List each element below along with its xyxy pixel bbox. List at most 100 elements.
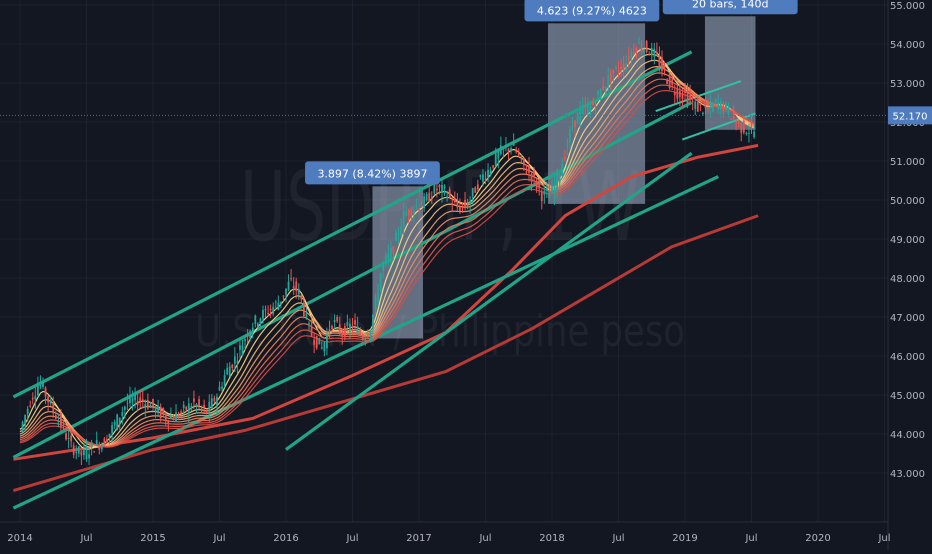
candle-body xyxy=(39,381,42,387)
trend-line xyxy=(285,151,693,451)
candle-body xyxy=(615,66,617,68)
candle-body xyxy=(65,433,67,440)
candle-body xyxy=(584,105,587,107)
candle-body xyxy=(707,107,709,109)
candle-body xyxy=(581,104,584,115)
candle-body xyxy=(597,91,599,95)
candle-body xyxy=(121,411,124,416)
candle-body xyxy=(44,387,47,397)
candle-body xyxy=(361,335,364,340)
candle-body xyxy=(331,325,333,329)
candle-body xyxy=(254,315,257,324)
x-tick-label: 2016 xyxy=(273,533,298,544)
candle-body xyxy=(395,232,397,241)
candle-body xyxy=(239,345,241,350)
candle-body xyxy=(412,209,415,214)
candle-body xyxy=(274,301,277,303)
candle-body xyxy=(75,451,78,453)
candle-body xyxy=(95,439,98,445)
candle-body xyxy=(648,54,651,56)
x-tick-label: Jul xyxy=(79,533,92,544)
candle-body xyxy=(228,366,231,377)
candle-body xyxy=(607,75,610,86)
x-tick-label: Jul xyxy=(478,533,491,544)
candle-body xyxy=(203,404,206,408)
candle-body xyxy=(374,296,377,311)
candle-body xyxy=(364,338,367,341)
candle-body xyxy=(72,445,75,455)
candle-body xyxy=(571,126,574,128)
candle-body xyxy=(655,51,658,54)
candle-body xyxy=(428,192,431,202)
candle-body xyxy=(620,66,622,71)
candle-body xyxy=(430,196,433,198)
candle-body xyxy=(49,400,52,404)
candle-body xyxy=(269,309,272,311)
candle-body xyxy=(696,102,699,112)
ma-ribbon xyxy=(19,47,755,450)
candle-body xyxy=(300,295,303,300)
candle-body xyxy=(287,281,290,291)
x-tick-label: Jul xyxy=(744,533,757,544)
measurement-label-bg xyxy=(662,0,798,15)
candle-body xyxy=(638,42,640,44)
candle-body xyxy=(410,208,413,216)
candle-body xyxy=(525,171,528,173)
candle-body xyxy=(732,108,735,119)
candle-body xyxy=(482,174,484,182)
candle-body xyxy=(200,406,203,409)
candle-body xyxy=(21,421,24,431)
candle-body xyxy=(144,403,147,407)
candle-body xyxy=(704,102,707,108)
candle-body xyxy=(118,417,121,424)
candle-body xyxy=(699,103,702,105)
candle-body xyxy=(602,86,605,90)
candle-body xyxy=(632,52,635,54)
candle-body xyxy=(545,189,548,191)
ribbon-line xyxy=(19,65,755,447)
candle-body xyxy=(753,131,755,138)
candle-body xyxy=(185,406,188,410)
candle-body xyxy=(54,415,57,419)
candle-body xyxy=(264,309,267,311)
candle-body xyxy=(285,288,287,295)
candle-body xyxy=(175,412,177,422)
y-tick-label: 50.000 xyxy=(890,196,925,207)
candle-body xyxy=(226,367,229,375)
current-price-value: 52.170 xyxy=(893,111,928,122)
candle-body xyxy=(323,342,326,352)
candle-body xyxy=(60,413,62,427)
candle-body xyxy=(599,89,602,100)
candle-body xyxy=(241,345,244,356)
candle-body xyxy=(492,165,495,168)
candle-body xyxy=(26,408,29,414)
candle-body xyxy=(566,145,569,147)
candle-body xyxy=(594,105,597,107)
candle-body xyxy=(259,318,262,324)
candle-body xyxy=(635,47,638,51)
candle-body xyxy=(351,325,354,328)
candle-body xyxy=(461,203,464,206)
candle-body xyxy=(676,88,679,99)
candle-body xyxy=(592,101,594,106)
candle-body xyxy=(515,149,518,153)
ribbon-line xyxy=(19,59,755,448)
candle-body xyxy=(722,104,725,113)
candle-body xyxy=(282,295,285,297)
candle-body xyxy=(126,402,129,404)
candle-body xyxy=(489,170,492,174)
candle-body xyxy=(88,454,90,459)
candle-body xyxy=(400,225,402,236)
candle-body xyxy=(405,212,408,216)
candle-body xyxy=(535,180,538,189)
candle-body xyxy=(93,451,96,453)
candle-body xyxy=(443,185,446,189)
candle-body xyxy=(100,444,103,450)
candle-body xyxy=(574,120,576,128)
candle-body xyxy=(448,189,451,198)
candle-body xyxy=(216,396,218,406)
candle-body xyxy=(589,105,592,113)
